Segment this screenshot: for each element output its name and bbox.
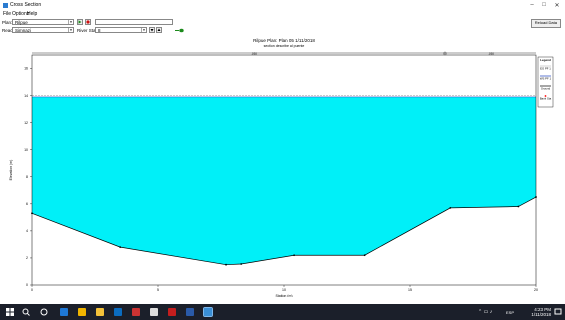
x-tick-label: 20: [534, 288, 538, 292]
chart-title: Rilpue Plan: Plan 05 1/11/2018: [253, 38, 315, 43]
search-icon[interactable]: [22, 308, 30, 316]
y-tick-label: 8: [26, 175, 28, 179]
windows-start-icon[interactable]: [6, 308, 14, 316]
app-icon-red[interactable]: [132, 308, 140, 316]
chrome-icon[interactable]: [78, 308, 86, 316]
maximize-button[interactable]: □: [539, 2, 549, 8]
plan-label: Plan:: [2, 20, 12, 25]
cross-section-chart: Rilpue Plan: Plan 05 1/11/2018 section de…: [0, 35, 565, 297]
chart-subtitle: section describe al puente: [264, 44, 305, 48]
x-tick-label: 15: [408, 288, 412, 292]
ground-point: [364, 254, 366, 256]
y-tick-label: 2: [26, 256, 28, 260]
y-tick-label: 0: [26, 283, 28, 287]
reach-row: Reach: Simnazi ▼ River Sta.: 8 ▼: [0, 26, 565, 35]
x-axis-label: Station (m): [275, 294, 292, 297]
y-tick-label: 16: [24, 67, 28, 71]
animation-slider[interactable]: [95, 19, 173, 25]
mail-icon[interactable]: [150, 308, 158, 316]
y-tick-label: 14: [24, 94, 28, 98]
next-station-button[interactable]: [156, 27, 162, 33]
app-icon: [3, 3, 8, 8]
river-sta-select[interactable]: 8 ▼: [95, 27, 147, 33]
hecras-icon[interactable]: [204, 308, 212, 316]
legend-entry: Bank Sta: [540, 97, 552, 101]
y-tick-label: 4: [26, 229, 28, 233]
store-icon[interactable]: [114, 308, 122, 316]
clock-date: 1/11/2018: [531, 312, 551, 317]
reach-select[interactable]: Simnazi ▼: [12, 27, 74, 33]
x-tick-label: 0: [31, 288, 33, 292]
menu-help[interactable]: Help: [27, 11, 37, 17]
plan-select-value: Rilpue: [15, 20, 28, 25]
task-view-icon[interactable]: [40, 308, 48, 316]
y-tick-label: 12: [24, 121, 28, 125]
legend-title: Legend: [540, 58, 551, 62]
chevron-down-icon: ▼: [141, 28, 146, 32]
notification-icon[interactable]: [554, 308, 562, 316]
close-button[interactable]: ✕: [552, 2, 562, 9]
minimize-button[interactable]: –: [527, 2, 537, 8]
arrow-down-icon: [150, 28, 154, 32]
chevron-down-icon: ▼: [68, 28, 73, 32]
ground-point: [293, 254, 295, 256]
x-tick-label: 5: [157, 288, 159, 292]
record-icon: [86, 20, 90, 24]
menu-file[interactable]: File: [3, 11, 11, 17]
speed-control[interactable]: [175, 20, 184, 25]
chevron-down-icon: ▼: [68, 20, 73, 24]
play-button[interactable]: [77, 19, 83, 25]
file-explorer-icon[interactable]: [96, 308, 104, 316]
stop-button[interactable]: [85, 19, 91, 25]
water-area: [32, 97, 536, 265]
ground-point: [517, 206, 519, 208]
x-tick-label: 10: [282, 288, 286, 292]
y-tick-label: 6: [26, 202, 28, 206]
y-axis-label: Elevation (m): [9, 160, 13, 181]
language-indicator[interactable]: ESP: [506, 310, 514, 315]
legend-entry: EG PF 1: [540, 67, 551, 71]
legend-entry: WS PF 1: [540, 77, 552, 81]
windows-taskbar: ⌃ ▭ ♪ ESP 4:23 PM 1/11/2018: [0, 304, 565, 320]
ground-point: [225, 264, 227, 266]
tray-icons[interactable]: ⌃ ▭ ♪: [478, 309, 492, 315]
reach-select-value: Simnazi: [15, 28, 31, 33]
pdf-icon[interactable]: [168, 308, 176, 316]
y-tick-label: 10: [24, 148, 28, 152]
ground-point: [240, 263, 242, 265]
edge-icon[interactable]: [60, 308, 68, 316]
play-icon: [78, 20, 82, 24]
arrow-up-icon: [157, 28, 161, 32]
plan-select[interactable]: Rilpue ▼: [12, 19, 74, 25]
prev-station-button[interactable]: [149, 27, 155, 33]
ground-point: [449, 207, 451, 209]
word-icon[interactable]: [186, 308, 194, 316]
river-sta-value: 8: [98, 28, 101, 33]
window-title: Cross Section: [10, 2, 41, 8]
ground-point: [119, 246, 121, 248]
legend-entry: Ground: [541, 87, 551, 91]
clock[interactable]: 4:23 PM 1/11/2018: [531, 307, 551, 317]
crosshair-icon: ⊕: [443, 51, 447, 57]
menu-bar: File Options Help: [0, 11, 565, 18]
